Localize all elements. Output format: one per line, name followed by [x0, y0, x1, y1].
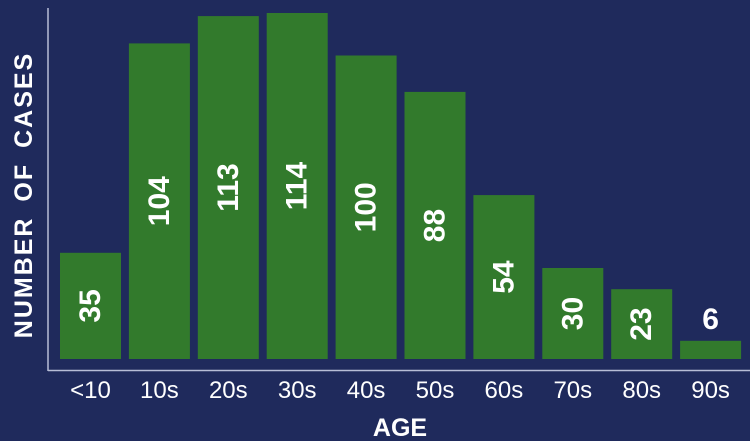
bar-value-label-5: 88 [419, 209, 452, 242]
bars-group [60, 13, 742, 360]
bar-6 [473, 195, 535, 359]
x-tick-label-3: 30s [278, 377, 317, 404]
bar-1 [128, 43, 190, 360]
bar-value-label-8: 23 [625, 307, 658, 340]
bar-0 [60, 252, 121, 359]
x-tick-label-9: 90s [691, 377, 730, 404]
x-tick-label-8: 80s [622, 377, 661, 404]
bar-value-label-2: 113 [212, 163, 245, 211]
x-axis-title: AGE [373, 414, 427, 441]
x-tick-label-6: 60s [485, 377, 524, 404]
y-axis-title: NUMBER OF CASES [10, 52, 38, 338]
x-tick-label-5: 50s [416, 377, 455, 404]
bar-value-label-1: 104 [143, 176, 176, 226]
bar-2 [197, 16, 259, 359]
bar-7 [542, 268, 604, 359]
bar-5 [404, 91, 466, 360]
bar-value-label-0: 35 [74, 289, 107, 322]
bar-9 [680, 340, 742, 359]
x-tick-label-0: <10 [70, 377, 111, 404]
x-tick-labels-group: <10 10s 20s 30s 40s 50s 60s 70s 80s 90s [70, 377, 730, 404]
x-tick-label-1: 10s [140, 377, 179, 404]
bar-4 [335, 55, 397, 359]
x-tick-label-2: 20s [209, 377, 248, 404]
bar-3 [266, 13, 328, 359]
bar-8 [611, 289, 673, 359]
bar-labels-group: 35 104 113 114 100 88 54 30 23 6 [74, 161, 719, 340]
x-tick-label-7: 70s [553, 377, 592, 404]
bar-value-label-3: 114 [281, 161, 314, 210]
bar-value-label-7: 30 [556, 297, 589, 330]
bar-value-label-6: 54 [487, 260, 520, 294]
bar-value-label-9: 6 [702, 303, 719, 336]
bar-value-label-4: 100 [350, 182, 383, 232]
x-tick-label-4: 40s [347, 377, 386, 404]
